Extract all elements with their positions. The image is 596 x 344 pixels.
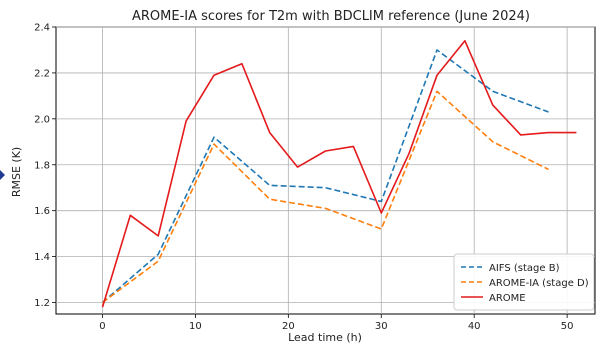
y-tick-label: 1.2 — [34, 298, 50, 309]
x-tick-label: 50 — [561, 321, 574, 332]
side-arrow-marker — [0, 170, 5, 180]
y-tick-label: 2.4 — [34, 23, 50, 34]
series-line-aifs-stage-b — [101, 49, 549, 304]
chart-title: AROME-IA scores for T2m with BDCLIM refe… — [132, 9, 530, 24]
x-tick-label: 0 — [99, 321, 105, 332]
y-tick-label: 1.6 — [34, 206, 50, 217]
y-axis-label: RMSE (K) — [10, 147, 23, 197]
legend-box — [453, 253, 595, 311]
y-tick-label: 1.4 — [34, 252, 50, 263]
y-tick-label: 2.0 — [34, 114, 50, 125]
x-tick-label: 40 — [468, 321, 481, 332]
series-line-arome-ia-stage-d — [102, 90, 549, 304]
axis-ticks: 0 10 20 30 40 50 1.2 1.4 1.6 1.8 2.0 2.2 2.4 — [34, 23, 573, 333]
series-lines — [101, 39, 577, 308]
legend: AIFS (stage B) AROME-IA (stage D) AROME — [453, 253, 595, 311]
legend-label-aifs: AIFS (stage B) — [489, 263, 560, 274]
series-line-arome — [101, 39, 577, 308]
x-tick-label: 10 — [189, 321, 202, 332]
y-tick-label: 1.8 — [34, 160, 50, 171]
x-tick-label: 30 — [375, 321, 388, 332]
y-tick-label: 2.2 — [34, 68, 50, 79]
x-axis-label: Lead time (h) — [288, 331, 362, 344]
legend-label-arome-ia: AROME-IA (stage D) — [489, 278, 589, 289]
x-tick-label: 20 — [282, 321, 295, 332]
legend-label-arome: AROME — [489, 293, 526, 304]
